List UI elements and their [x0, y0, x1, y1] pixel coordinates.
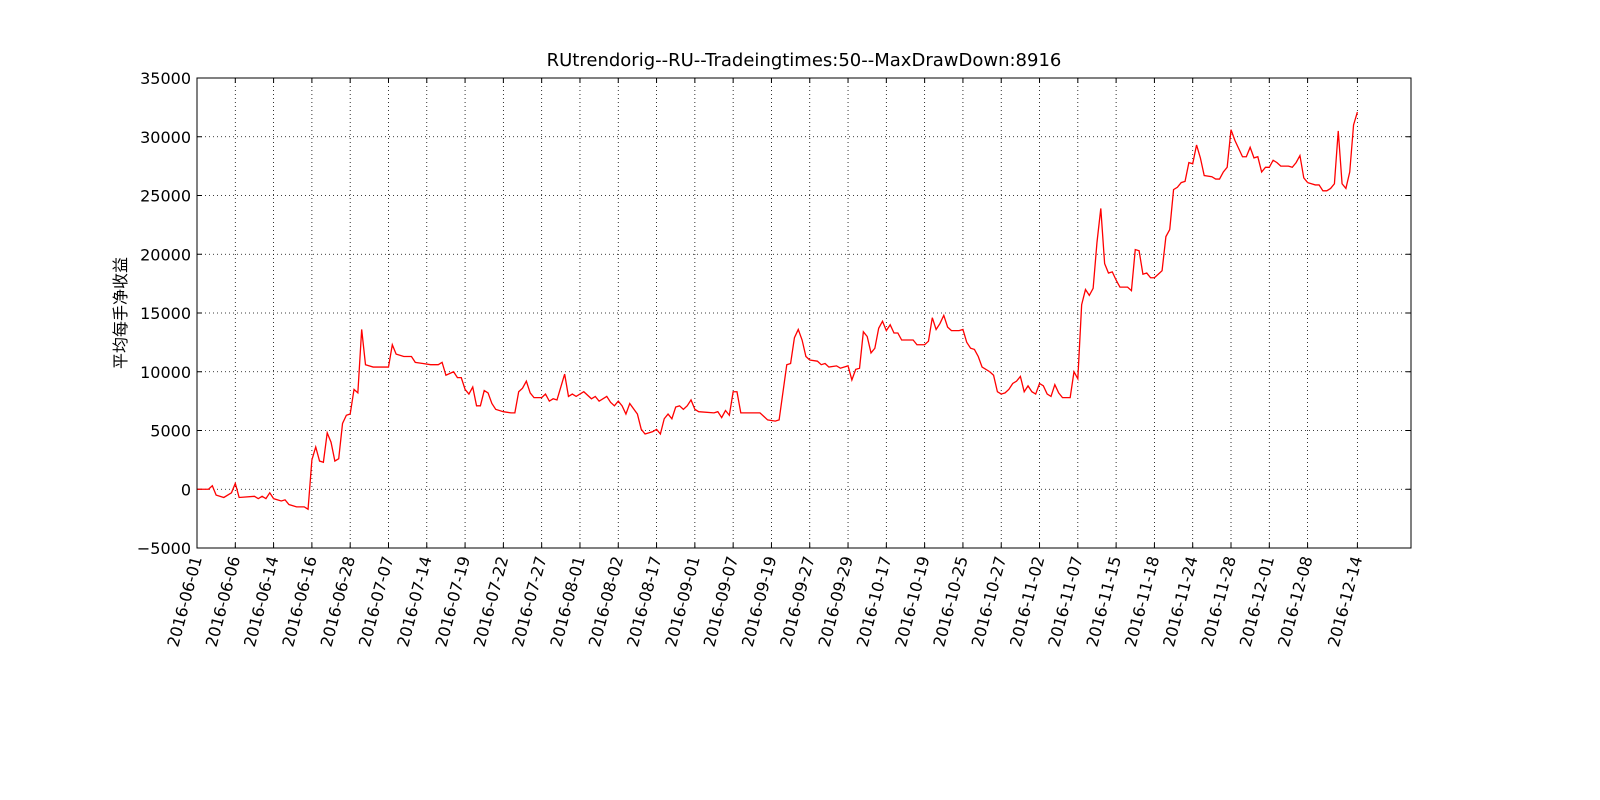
plot-frame	[196, 77, 1412, 549]
y-tick-label: 15000	[140, 304, 191, 323]
data-line	[197, 111, 1359, 511]
y-tick-label: −5000	[137, 539, 191, 558]
y-tick-label: 25000	[140, 187, 191, 206]
chart-title: RUtrendorig--RU--Tradeingtimes:50--MaxDr…	[547, 50, 1062, 71]
y-tick-label: 35000	[140, 69, 191, 88]
y-tick-label: 0	[181, 480, 191, 499]
y-tick-label: 5000	[150, 422, 191, 441]
y-tick-label: 20000	[140, 245, 191, 264]
y-axis-label: 平均每手净收益	[111, 257, 130, 369]
y-tick-label: 30000	[140, 128, 191, 147]
y-tick-label: 10000	[140, 363, 191, 382]
